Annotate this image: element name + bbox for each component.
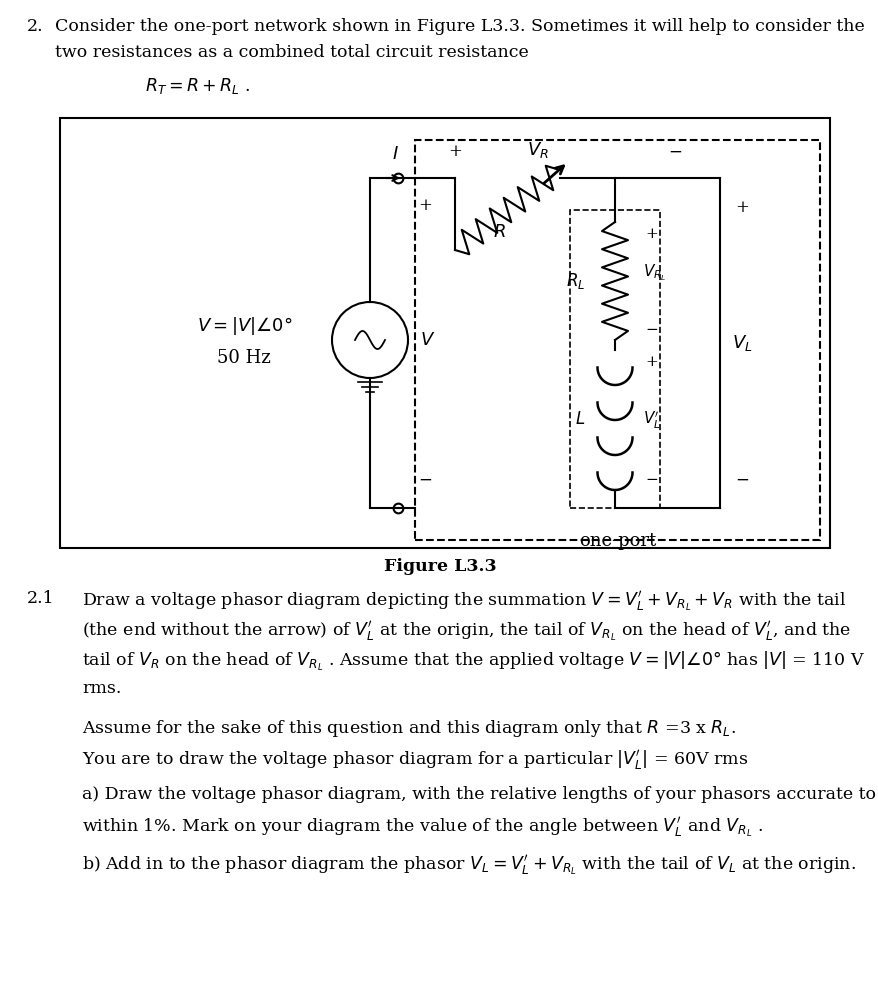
Text: −: − [644,473,658,487]
Text: −: − [418,472,431,489]
Bar [60,118,829,548]
Text: rms.: rms. [82,680,121,697]
Text: Assume for the sake of this question and this diagram only that $R$ =3 x $R_L$.: Assume for the sake of this question and… [82,718,735,739]
Text: $L$: $L$ [574,411,585,428]
Bar [414,140,819,540]
Text: +: + [418,198,431,215]
Text: $R_T = R + R_L$ .: $R_T = R + R_L$ . [145,76,250,96]
Text: You are to draw the voltage phasor diagram for a particular $|V_L'|$ = 60V rms: You are to draw the voltage phasor diagr… [82,748,747,772]
Text: +: + [644,227,658,241]
Text: $V_L$: $V_L$ [730,333,752,353]
Text: +: + [734,200,748,217]
Text: b) Add in to the phasor diagram the phasor $V_L = V_L' + V_{R_L}$ with the tail : b) Add in to the phasor diagram the phas… [82,854,855,878]
Text: 2.1: 2.1 [27,590,54,607]
Text: Draw a voltage phasor diagram depicting the summation $V = V_L' + V_{R_L} + V_R$: Draw a voltage phasor diagram depicting … [82,590,846,614]
Text: (the end without the arrow) of $V_L'$ at the origin, the tail of $V_{R_L}$ on th: (the end without the arrow) of $V_L'$ at… [82,620,850,644]
Text: tail of $V_R$ on the head of $V_{R_L}$ . Assume that the applied voltage $V=|V|\: tail of $V_R$ on the head of $V_{R_L}$ .… [82,650,864,673]
Text: $I$: $I$ [391,145,398,163]
Text: $V_{R_L}$: $V_{R_L}$ [643,263,666,283]
Text: −: − [734,472,748,489]
Text: −: − [667,143,681,160]
Text: a) Draw the voltage phasor diagram, with the relative lengths of your phasors ac: a) Draw the voltage phasor diagram, with… [82,786,875,803]
Text: +: + [644,355,658,369]
Text: two resistances as a combined total circuit resistance: two resistances as a combined total circ… [55,44,529,61]
Text: $V=|V|\angle 0°$: $V=|V|\angle 0°$ [197,314,292,337]
Text: $V_R$: $V_R$ [526,140,548,160]
Bar [569,210,659,508]
Text: $V_L'$: $V_L'$ [643,409,660,430]
Text: −: − [644,323,658,337]
Text: $R$: $R$ [493,223,506,241]
Text: $V$: $V$ [420,331,435,349]
Text: one-port: one-port [579,532,655,550]
Text: 50 Hz: 50 Hz [217,349,270,367]
Text: Figure L3.3: Figure L3.3 [384,558,496,575]
Text: Consider the one-port network shown in Figure L3.3. Sometimes it will help to co: Consider the one-port network shown in F… [55,18,864,35]
Text: 2.: 2. [27,18,44,35]
Text: $R_L$: $R_L$ [565,271,585,291]
Text: +: + [448,143,462,160]
Text: within 1%. Mark on your diagram the value of the angle between $V_L'$ and $V_{R_: within 1%. Mark on your diagram the valu… [82,816,762,840]
